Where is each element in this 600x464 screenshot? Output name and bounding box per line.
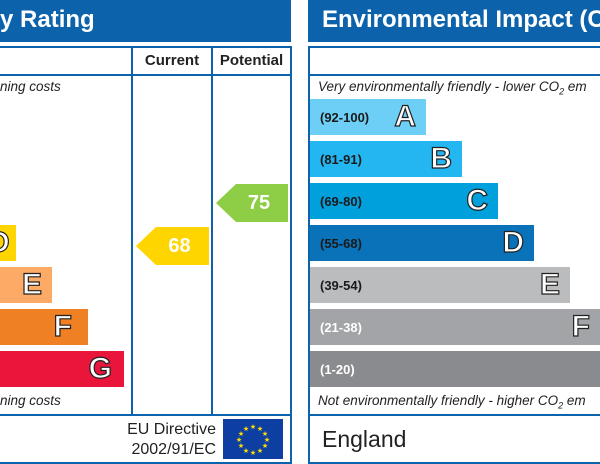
divider-potential xyxy=(211,46,213,416)
energy-band-g: G xyxy=(0,351,124,387)
env-band-f-range: (21-38) xyxy=(320,319,362,335)
energy-band-f: F xyxy=(0,309,88,345)
column-header-potential: Potential xyxy=(219,52,284,69)
env-band-f: (21-38) F xyxy=(310,309,600,345)
energy-band-g-letter: G xyxy=(88,351,113,385)
env-band-b: (81-91) B xyxy=(310,141,462,177)
env-band-a: (92-100) A xyxy=(310,99,426,135)
svg-text:★: ★ xyxy=(250,423,256,431)
env-bottom-note-tail: em xyxy=(563,393,586,408)
eu-flag-icon: ★ ★ ★ ★ ★ ★ ★ ★ ★ ★ ★ ★ xyxy=(223,419,283,459)
env-band-g: (1-20) xyxy=(310,351,600,387)
divider-current xyxy=(131,46,133,416)
potential-rating-value: 75 xyxy=(247,191,271,214)
energy-band-d: D xyxy=(0,225,16,261)
env-band-f-letter: F xyxy=(571,309,591,343)
env-band-d: (55-68) D xyxy=(310,225,534,261)
env-band-g-range: (1-20) xyxy=(320,361,355,377)
svg-text:★: ★ xyxy=(238,430,244,438)
divider-header xyxy=(0,74,292,76)
env-band-e-range: (39-54) xyxy=(320,277,362,293)
energy-band-e-letter: E xyxy=(21,267,42,301)
column-header-current: Current xyxy=(144,52,200,69)
env-band-e: (39-54) E xyxy=(310,267,570,303)
env-band-c-range: (69-80) xyxy=(320,193,362,209)
energy-band-d-letter: D xyxy=(0,225,10,260)
env-band-c: (69-80) C xyxy=(310,183,498,219)
svg-text:★: ★ xyxy=(264,436,270,444)
svg-text:★: ★ xyxy=(238,442,244,450)
env-band-b-letter: B xyxy=(430,141,453,175)
env-divider-header xyxy=(308,74,600,76)
current-rating-value: 68 xyxy=(168,234,191,257)
env-band-d-range: (55-68) xyxy=(320,235,362,251)
svg-text:★: ★ xyxy=(250,449,256,457)
env-band-a-range: (92-100) xyxy=(320,109,370,125)
environmental-top-note: Very environmentally friendly - lower CO… xyxy=(318,79,600,97)
env-bottom-note-text: Not environmentally friendly - higher CO xyxy=(318,393,559,408)
svg-text:★: ★ xyxy=(243,425,249,433)
env-band-b-range: (81-91) xyxy=(320,151,362,167)
eu-directive-text: EU Directive 2002/91/EC xyxy=(100,420,216,460)
energy-top-note: ning costs xyxy=(0,79,61,94)
environmental-impact-title: Environmental Impact (C xyxy=(308,0,600,42)
eu-directive-line1: EU Directive xyxy=(127,421,216,438)
env-band-c-letter: C xyxy=(466,183,489,217)
env-bottom-note-sub: 2 xyxy=(558,400,564,411)
env-band-a-letter: A xyxy=(394,99,417,133)
divider-footer xyxy=(0,414,292,416)
environmental-bottom-note: Not environmentally friendly - higher CO… xyxy=(318,393,600,411)
env-band-e-letter: E xyxy=(539,267,560,301)
env-divider-footer xyxy=(308,414,600,416)
energy-rating-title: y Rating xyxy=(0,0,291,42)
svg-text:★: ★ xyxy=(236,436,242,444)
svg-text:★: ★ xyxy=(262,442,268,450)
energy-bottom-note: ning costs xyxy=(0,393,61,408)
eu-directive-line2: 2002/91/EC xyxy=(131,441,216,458)
env-top-note-text: Very environmentally friendly - lower CO xyxy=(318,79,560,94)
svg-text:★: ★ xyxy=(257,425,263,433)
env-band-d-letter: D xyxy=(502,225,525,259)
energy-band-f-letter: F xyxy=(53,309,73,343)
svg-text:★: ★ xyxy=(257,447,263,455)
env-top-note-tail: em xyxy=(564,79,587,94)
country-label: England xyxy=(322,426,407,452)
energy-band-e: E xyxy=(0,267,52,303)
env-top-note-sub: 2 xyxy=(559,86,565,97)
svg-text:★: ★ xyxy=(262,430,268,438)
svg-text:★: ★ xyxy=(243,447,249,455)
